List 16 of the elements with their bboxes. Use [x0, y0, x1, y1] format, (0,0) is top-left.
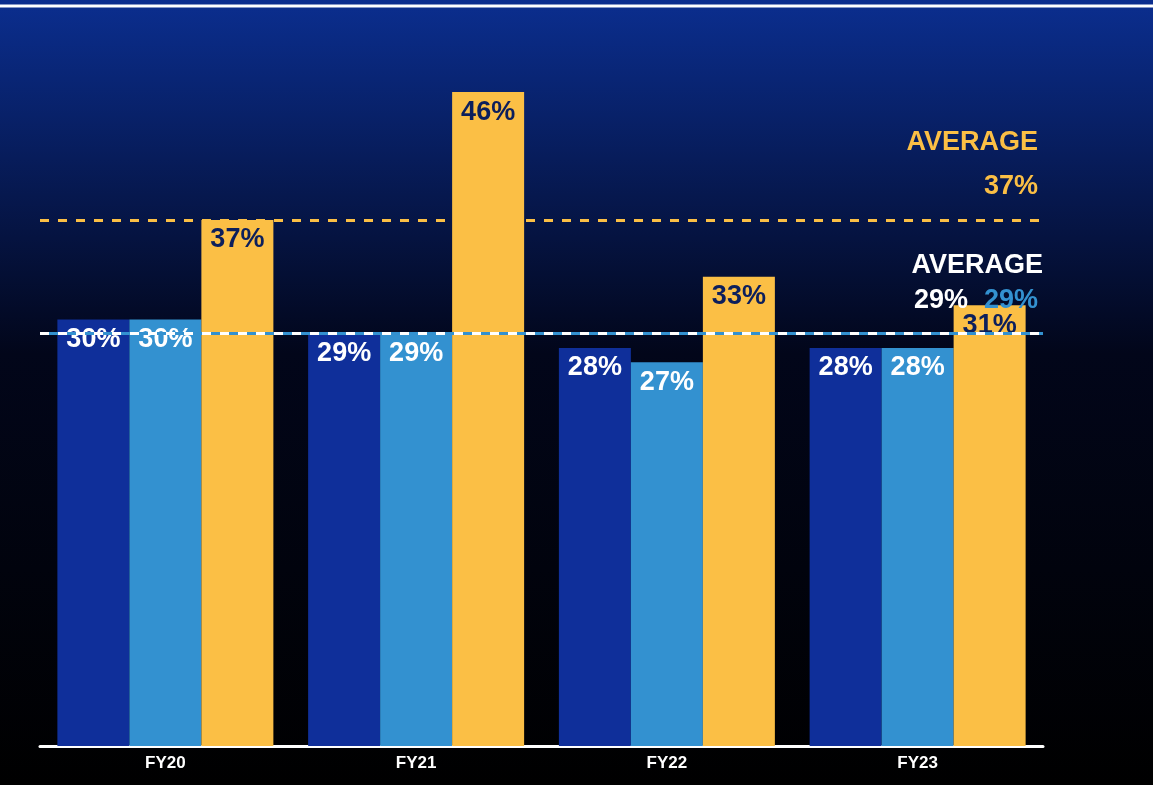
- ref-line-label: 29%: [913, 283, 968, 314]
- x-tick-label: FY23: [897, 753, 938, 772]
- data-label: 28%: [818, 351, 873, 382]
- x-tick-label: FY21: [395, 753, 437, 772]
- data-label: 29%: [389, 337, 444, 368]
- annotation: AVERAGE: [911, 248, 1044, 279]
- data-label: 37%: [210, 223, 265, 254]
- ref-line-label: AVERAGE 37%: [906, 125, 1038, 200]
- data-label: 33%: [711, 280, 766, 311]
- data-label: 46%: [461, 95, 516, 126]
- data-label: 29%: [317, 337, 372, 368]
- data-label: 28%: [567, 351, 622, 382]
- data-label: 28%: [890, 351, 945, 382]
- x-tick-label: FY20: [145, 753, 186, 772]
- data-label: 27%: [639, 365, 694, 396]
- x-tick-label: FY22: [646, 753, 688, 772]
